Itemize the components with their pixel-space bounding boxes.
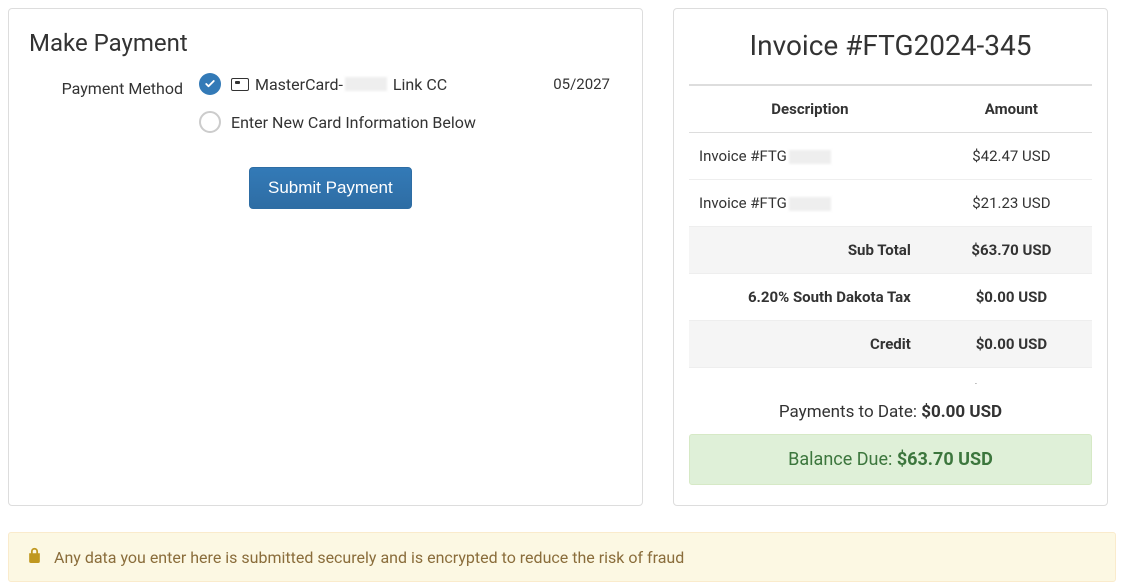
payment-method-label: Payment Method	[29, 73, 199, 98]
line-item-amount: $42.47 USD	[931, 133, 1092, 180]
credit-card-icon	[231, 78, 249, 91]
invoice-table: Description Amount Invoice #FTG$42.47 US…	[689, 86, 1092, 384]
balance-due-value: $63.70 USD	[897, 449, 993, 470]
radio-checked-icon	[199, 73, 221, 95]
table-row: Invoice #FTG$42.47 USD	[689, 133, 1092, 180]
line-item-amount: $21.23 USD	[931, 180, 1092, 227]
total-amount: $0.00 USD	[931, 274, 1092, 321]
line-item-description: Invoice #FTG	[689, 133, 931, 180]
panel-title: Make Payment	[29, 29, 622, 57]
payments-to-date-value: $0.00 USD	[921, 402, 1002, 422]
total-amount: $63.70 USD	[931, 368, 1092, 385]
line-item-redacted	[789, 197, 831, 211]
balance-due-label: Balance Due:	[788, 449, 897, 470]
col-description: Description	[689, 86, 931, 133]
total-label: Total Due	[689, 368, 931, 385]
lock-icon	[27, 547, 42, 567]
card-brand-prefix: MasterCard-	[255, 75, 343, 94]
total-amount: $0.00 USD	[931, 321, 1092, 368]
balance-due-banner: Balance Due: $63.70 USD	[689, 434, 1092, 485]
card-last4-redacted	[345, 77, 387, 91]
col-amount: Amount	[931, 86, 1092, 133]
new-card-option[interactable]: Enter New Card Information Below	[199, 111, 622, 133]
total-label: Credit	[689, 321, 931, 368]
total-row: Sub Total$63.70 USD	[689, 227, 1092, 274]
total-row: Credit$0.00 USD	[689, 321, 1092, 368]
line-item-redacted	[789, 150, 831, 164]
radio-unchecked-icon	[199, 111, 221, 133]
saved-card-option[interactable]: MasterCard- Link CC 05/2027	[199, 73, 622, 95]
invoice-summary-panel: Invoice #FTG2024-345 Description Amount …	[673, 8, 1108, 506]
security-notice-alert: Any data you enter here is submitted sec…	[8, 532, 1116, 582]
total-row: Total Due$63.70 USD	[689, 368, 1092, 385]
table-row: Invoice #FTG$21.23 USD	[689, 180, 1092, 227]
card-suffix-text: Link CC	[393, 75, 447, 94]
new-card-label: Enter New Card Information Below	[231, 113, 476, 132]
payments-to-date-label: Payments to Date:	[779, 402, 921, 422]
line-item-description: Invoice #FTG	[689, 180, 931, 227]
make-payment-panel: Make Payment Payment Method MasterCard- …	[8, 8, 643, 506]
total-amount: $63.70 USD	[931, 227, 1092, 274]
submit-payment-button[interactable]: Submit Payment	[249, 167, 412, 209]
total-label: Sub Total	[689, 227, 931, 274]
invoice-title: Invoice #FTG2024-345	[689, 29, 1092, 62]
payments-to-date: Payments to Date: $0.00 USD	[689, 402, 1092, 422]
total-label: 6.20% South Dakota Tax	[689, 274, 931, 321]
security-notice-text: Any data you enter here is submitted sec…	[54, 548, 684, 567]
card-expiry: 05/2027	[553, 75, 622, 93]
total-row: 6.20% South Dakota Tax$0.00 USD	[689, 274, 1092, 321]
invoice-table-scroll[interactable]: Description Amount Invoice #FTG$42.47 US…	[689, 84, 1092, 384]
